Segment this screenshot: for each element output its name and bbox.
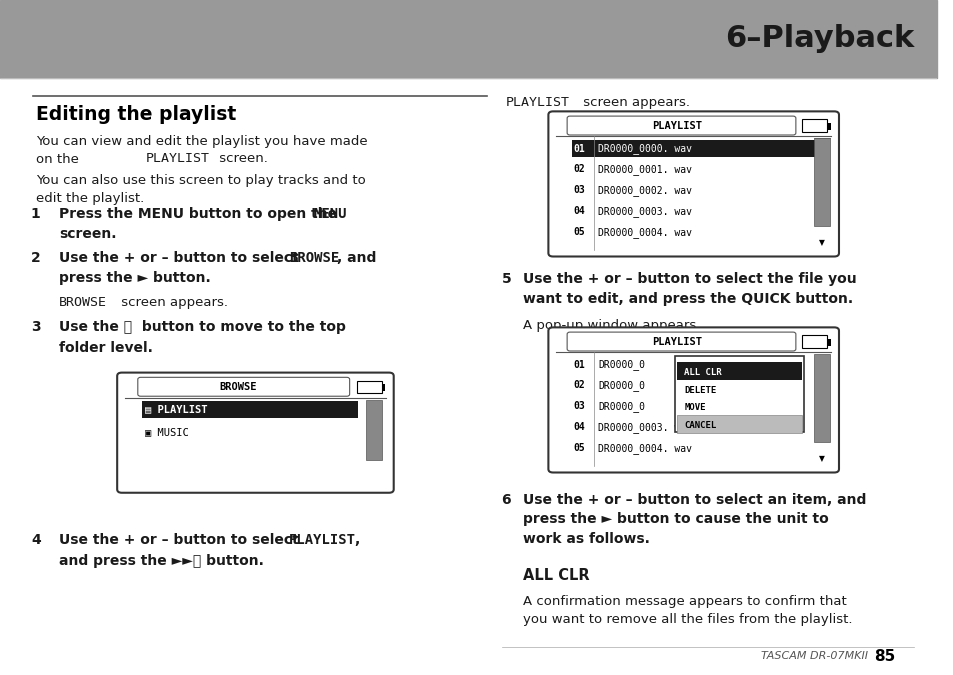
Bar bbox=[571, 140, 817, 157]
Text: ALL CLR: ALL CLR bbox=[522, 568, 589, 583]
Text: and press the ►►⏮ button.: and press the ►►⏮ button. bbox=[59, 554, 264, 568]
Bar bbox=[0, 0, 937, 78]
Text: 6: 6 bbox=[501, 493, 511, 507]
Text: 01: 01 bbox=[573, 144, 585, 153]
Bar bbox=[826, 339, 830, 346]
Bar bbox=[356, 381, 381, 393]
Text: PLAYLIST: PLAYLIST bbox=[506, 96, 570, 109]
Text: DR0000_0003. wav: DR0000_0003. wav bbox=[598, 422, 691, 433]
Bar bbox=[676, 415, 801, 433]
Text: PLAYLIST: PLAYLIST bbox=[651, 337, 701, 346]
Text: 04: 04 bbox=[573, 423, 585, 432]
Text: DR0000_0: DR0000_0 bbox=[598, 401, 644, 412]
Text: 3: 3 bbox=[30, 320, 41, 334]
Text: Editing the playlist: Editing the playlist bbox=[35, 105, 235, 124]
Text: ▼: ▼ bbox=[819, 454, 824, 464]
Text: 03: 03 bbox=[573, 186, 585, 195]
Text: screen appears.: screen appears. bbox=[578, 96, 690, 109]
Text: Use the + or – button to select an item, and
press the ► button to cause the uni: Use the + or – button to select an item,… bbox=[522, 493, 865, 546]
Text: DR0000_0000. wav: DR0000_0000. wav bbox=[598, 143, 691, 154]
Text: You can also use this screen to play tracks and to
edit the playlist.: You can also use this screen to play tra… bbox=[35, 174, 365, 205]
Bar bbox=[365, 400, 382, 460]
Text: DR0000_0004. wav: DR0000_0004. wav bbox=[598, 227, 691, 238]
Text: 6–Playback: 6–Playback bbox=[724, 24, 913, 53]
FancyBboxPatch shape bbox=[548, 111, 838, 256]
Text: 02: 02 bbox=[573, 381, 585, 390]
Text: DR0000_0004. wav: DR0000_0004. wav bbox=[598, 443, 691, 454]
Text: 4: 4 bbox=[30, 533, 41, 547]
FancyBboxPatch shape bbox=[548, 327, 838, 472]
Text: 05: 05 bbox=[573, 227, 585, 237]
Text: Use the + or – button to select the file you
want to edit, and press the QUICK b: Use the + or – button to select the file… bbox=[522, 272, 856, 306]
Text: 02: 02 bbox=[573, 165, 585, 174]
Bar bbox=[381, 384, 385, 391]
Text: 1: 1 bbox=[30, 207, 41, 221]
Bar bbox=[674, 356, 803, 432]
FancyBboxPatch shape bbox=[137, 377, 350, 396]
Text: 01: 01 bbox=[573, 360, 585, 369]
Text: Use the ⏮  button to move to the top
folder level.: Use the ⏮ button to move to the top fold… bbox=[59, 320, 346, 354]
Text: Use the + or – button to select: Use the + or – button to select bbox=[59, 533, 303, 547]
Text: 5: 5 bbox=[501, 272, 511, 286]
Text: PLAYLIST: PLAYLIST bbox=[651, 121, 701, 130]
Text: 85: 85 bbox=[873, 649, 894, 664]
Text: PLAYLIST: PLAYLIST bbox=[289, 533, 355, 547]
Text: DELETE: DELETE bbox=[683, 385, 716, 395]
Text: A confirmation message appears to confirm that
you want to remove all the files : A confirmation message appears to confir… bbox=[522, 595, 852, 626]
Bar bbox=[125, 377, 386, 396]
Text: , and: , and bbox=[336, 251, 375, 265]
Bar bbox=[676, 362, 801, 380]
Text: BROWSE: BROWSE bbox=[59, 296, 107, 308]
Text: 04: 04 bbox=[573, 207, 585, 216]
Text: You can view and edit the playlist you have made
on the: You can view and edit the playlist you h… bbox=[35, 135, 367, 166]
Text: ▣ MUSIC: ▣ MUSIC bbox=[145, 427, 189, 437]
Text: screen.: screen. bbox=[59, 227, 116, 241]
Text: TASCAM DR-07MKII: TASCAM DR-07MKII bbox=[760, 651, 871, 661]
Text: DR0000_0003. wav: DR0000_0003. wav bbox=[598, 206, 691, 217]
FancyBboxPatch shape bbox=[566, 332, 795, 351]
FancyBboxPatch shape bbox=[117, 373, 394, 493]
Text: DR0000_0002. wav: DR0000_0002. wav bbox=[598, 185, 691, 196]
Bar bbox=[826, 123, 830, 130]
Bar bbox=[801, 335, 826, 348]
Text: press the ► button.: press the ► button. bbox=[59, 271, 211, 286]
Text: CANCEL: CANCEL bbox=[683, 421, 716, 430]
Text: ,: , bbox=[354, 533, 359, 547]
Text: ALL CLR: ALL CLR bbox=[683, 368, 721, 377]
Text: PLAYLIST: PLAYLIST bbox=[146, 152, 210, 165]
Bar bbox=[142, 401, 357, 418]
Bar bbox=[813, 354, 829, 442]
Text: DR0000_0001. wav: DR0000_0001. wav bbox=[598, 164, 691, 175]
Text: screen appears.: screen appears. bbox=[117, 296, 228, 308]
Text: DR0000_0: DR0000_0 bbox=[598, 380, 644, 391]
Text: 05: 05 bbox=[573, 443, 585, 453]
Text: 2: 2 bbox=[30, 251, 41, 265]
Text: A pop-up window appears.: A pop-up window appears. bbox=[522, 319, 700, 331]
Text: MENU: MENU bbox=[313, 207, 346, 221]
Text: MOVE: MOVE bbox=[683, 403, 705, 412]
Text: screen.: screen. bbox=[214, 152, 267, 165]
Text: Use the + or – button to select: Use the + or – button to select bbox=[59, 251, 303, 265]
Bar bbox=[813, 138, 829, 226]
FancyBboxPatch shape bbox=[566, 116, 795, 135]
Text: Press the MENU button to open the: Press the MENU button to open the bbox=[59, 207, 342, 221]
Text: BROWSE: BROWSE bbox=[219, 382, 257, 391]
Text: ▼: ▼ bbox=[819, 238, 824, 248]
Text: DR0000_0: DR0000_0 bbox=[598, 359, 644, 370]
Text: ▤ PLAYLIST: ▤ PLAYLIST bbox=[145, 405, 208, 414]
Text: 03: 03 bbox=[573, 402, 585, 411]
Bar bbox=[801, 119, 826, 132]
Text: BROWSE: BROWSE bbox=[289, 251, 338, 265]
